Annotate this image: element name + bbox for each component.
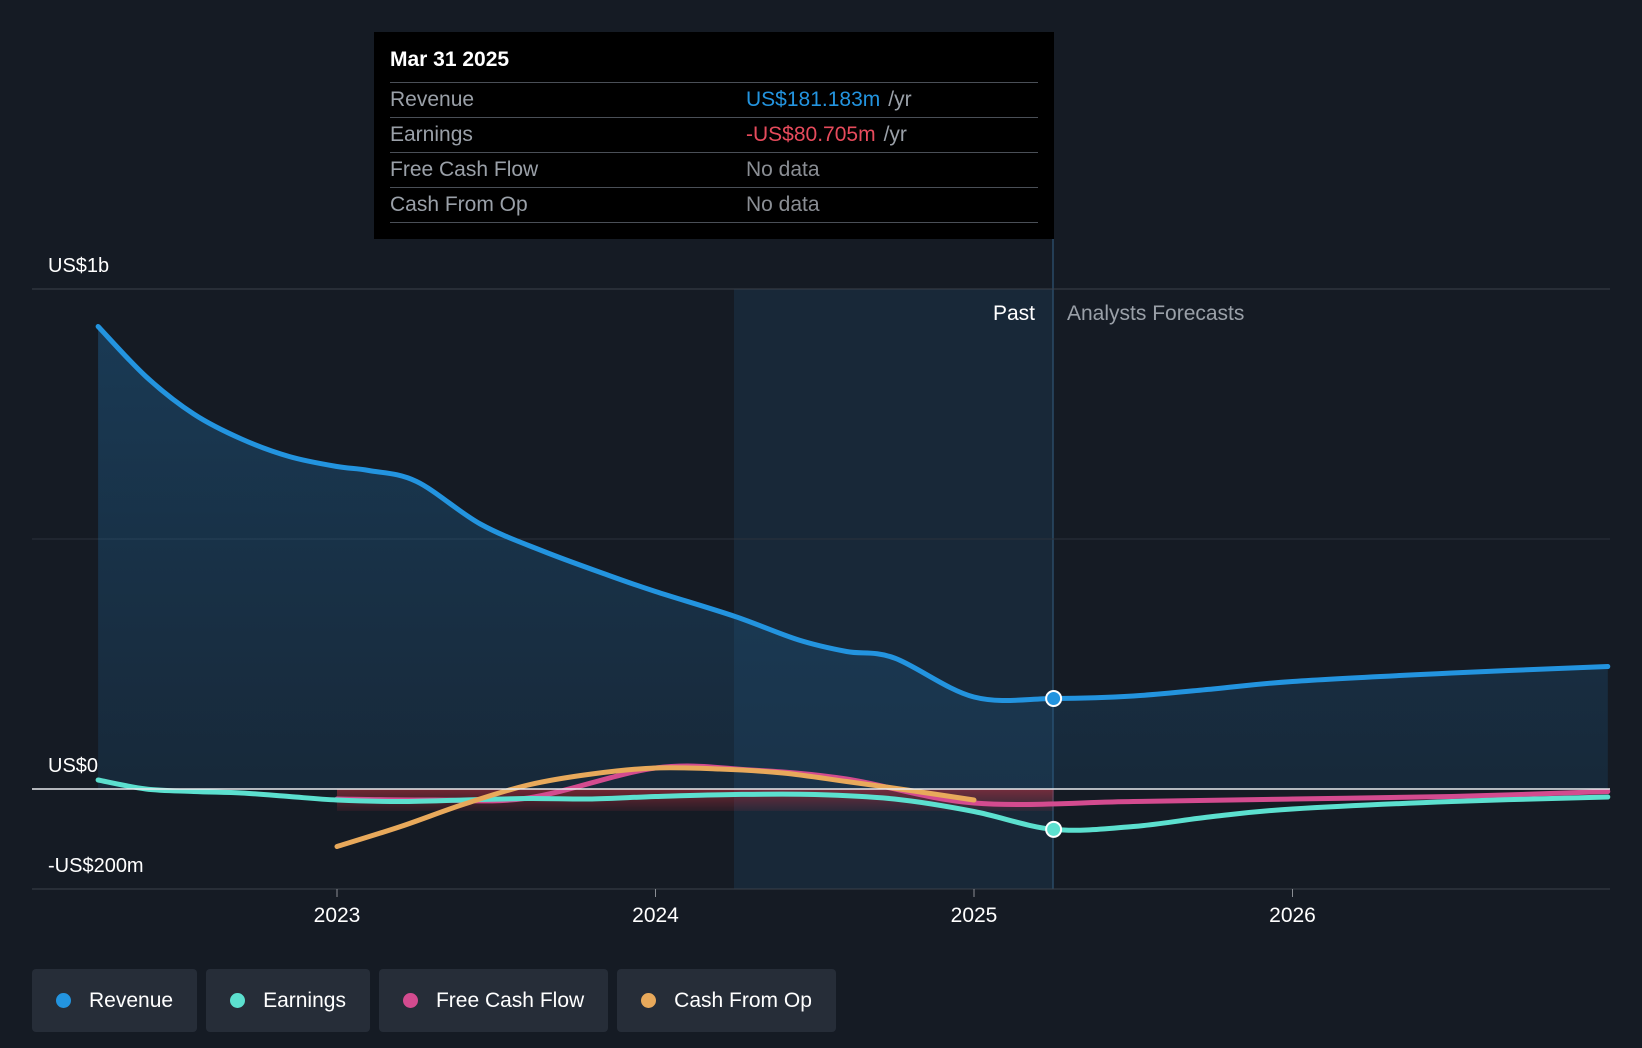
- x-tick-label: 2025: [951, 904, 998, 927]
- tooltip-value: No data: [746, 193, 820, 216]
- revenue-marker: [1045, 690, 1063, 707]
- tooltip-value: -US$80.705m: [746, 123, 876, 146]
- negative-area: [337, 789, 1054, 811]
- tooltip-label: Cash From Op: [390, 193, 528, 216]
- tooltip: Mar 31 2025 Revenue US$181.183m/yr Earni…: [374, 32, 1054, 239]
- earnings-line: [95, 777, 1611, 833]
- earnings-dot-icon: [230, 993, 246, 1008]
- tooltip-label: Free Cash Flow: [390, 158, 539, 181]
- free-cash-flow-dot-icon: [402, 993, 418, 1008]
- legend-item-earnings[interactable]: Earnings: [206, 969, 370, 1032]
- x-tick-label: 2024: [632, 904, 679, 927]
- tooltip-date: Mar 31 2025: [390, 46, 1038, 83]
- legend-label: Cash From Op: [674, 988, 812, 1012]
- cash-from-op-dot-icon: [641, 993, 657, 1008]
- y-tick-label-1b: US$1b: [48, 255, 109, 277]
- tooltip-row-earnings: Earnings -US$80.705m/yr: [390, 118, 1038, 153]
- tooltip-row-revenue: Revenue US$181.183m/yr: [390, 83, 1038, 118]
- revenue-dot-icon: [56, 993, 71, 1008]
- cash-from-op-line: [334, 765, 977, 849]
- tooltip-label: Earnings: [390, 123, 473, 146]
- tooltip-label: Revenue: [390, 88, 475, 111]
- earnings-marker: [1045, 820, 1063, 838]
- y-tick-label-0: US$0: [48, 755, 98, 777]
- tooltip-row-free-cash-flow: Free Cash Flow No data: [390, 153, 1038, 188]
- tooltip-unit: /yr: [883, 123, 907, 146]
- legend-item-cash-from-op[interactable]: Cash From Op: [617, 969, 836, 1032]
- tooltip-row-cash-from-op: Cash From Op No data: [390, 188, 1038, 223]
- legend-item-free-cash-flow[interactable]: Free Cash Flow: [378, 969, 609, 1032]
- legend-label: Free Cash Flow: [435, 988, 585, 1012]
- legend-item-revenue[interactable]: Revenue: [32, 969, 198, 1032]
- legend: Revenue Earnings Free Cash Flow Cash Fro…: [32, 969, 836, 1032]
- past-label: Past: [993, 302, 1035, 325]
- tooltip-unit: /yr: [888, 88, 912, 111]
- tooltip-value: No data: [746, 158, 820, 181]
- y-tick-label-neg200m: -US$200m: [48, 855, 144, 877]
- x-tick-label: 2026: [1269, 904, 1316, 927]
- revenue-line: [95, 324, 1611, 703]
- legend-label: Earnings: [263, 988, 346, 1012]
- forecast-label: Analysts Forecasts: [1067, 302, 1244, 325]
- tooltip-value: US$181.183m: [746, 88, 881, 111]
- revenue-area: [98, 326, 1608, 789]
- legend-label: Revenue: [89, 988, 174, 1012]
- x-tick-label: 2023: [314, 904, 361, 927]
